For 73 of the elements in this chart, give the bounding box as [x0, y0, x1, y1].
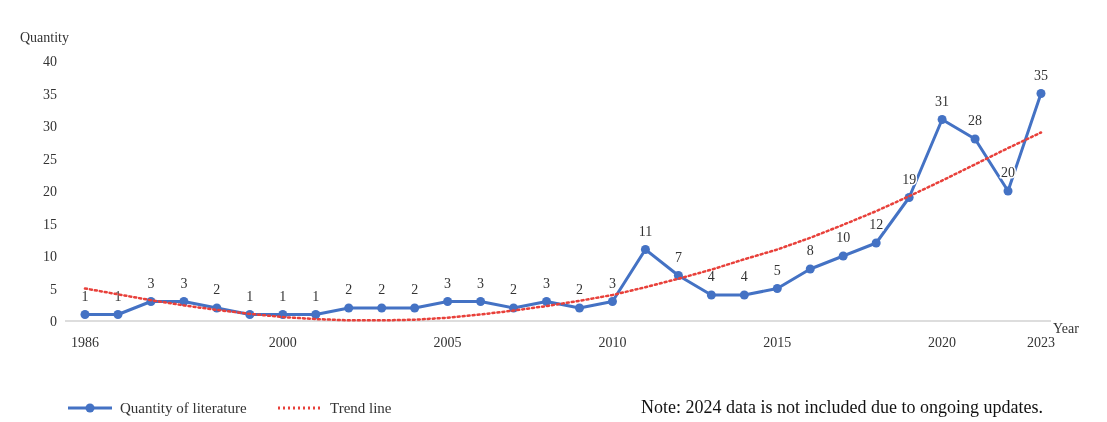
data-label: 5 — [773, 262, 781, 278]
point — [311, 310, 321, 319]
y-axis-title: Quantity — [20, 30, 69, 45]
data-label: 28 — [968, 113, 983, 128]
data-label: 3 — [477, 275, 485, 291]
y-tick-label: 25 — [43, 151, 57, 167]
data-label: 2 — [575, 282, 583, 297]
point — [476, 297, 486, 306]
point — [1003, 186, 1013, 196]
point — [574, 303, 584, 313]
data-label: 1 — [246, 288, 254, 304]
data-label: 2 — [411, 282, 419, 297]
x-tick-label: 2000 — [268, 335, 297, 350]
data-label: 7 — [674, 249, 682, 265]
point — [871, 238, 881, 248]
data-label: 2 — [213, 282, 221, 297]
y-tick-label: 15 — [43, 216, 57, 232]
x-tick-label: 1986 — [71, 335, 99, 350]
data-label: 2 — [510, 282, 518, 297]
data-label: 8 — [806, 243, 814, 258]
y-tick-label: 35 — [43, 86, 57, 102]
line-series — [83, 131, 1043, 322]
point — [344, 303, 354, 313]
data-label: 3 — [608, 275, 616, 291]
data-label: 19 — [902, 171, 917, 187]
data-label: 11 — [638, 223, 653, 239]
point — [113, 310, 123, 319]
point — [970, 134, 980, 144]
point — [640, 245, 650, 254]
data-label: 4 — [707, 269, 715, 284]
data-label: 2 — [345, 282, 353, 297]
data-label: 3 — [147, 275, 155, 291]
legend-label: Quantity of literature — [120, 400, 247, 416]
y-tick-label: 5 — [50, 281, 57, 297]
data-label: 4 — [740, 269, 748, 284]
data-label: 35 — [1034, 67, 1048, 83]
point — [1036, 89, 1046, 98]
point — [805, 264, 815, 274]
data-label: 1 — [81, 288, 89, 304]
point — [706, 290, 716, 300]
x-tick-label: 2005 — [433, 335, 462, 350]
data-label: 2 — [378, 282, 386, 297]
point — [772, 284, 782, 293]
point — [410, 303, 420, 313]
y-tick-label: 10 — [43, 249, 57, 264]
data-label: 3 — [180, 275, 188, 291]
point — [377, 303, 387, 313]
point — [937, 115, 947, 124]
x-tick-label: 2020 — [928, 335, 957, 350]
y-tick-label: 30 — [43, 119, 57, 134]
data-label: 12 — [869, 217, 884, 232]
x-tick-label: 2023 — [1027, 335, 1055, 350]
x-tick-label: 2010 — [598, 335, 627, 350]
x-tick-label: 2015 — [763, 335, 792, 350]
legend-label: Trend line — [330, 400, 392, 416]
x-axis-title: Year — [1053, 321, 1080, 336]
y-tick-label: 20 — [43, 184, 57, 199]
point — [443, 297, 453, 306]
data-label: 31 — [935, 93, 950, 109]
point — [607, 297, 617, 306]
point — [739, 290, 749, 300]
data-label: 1 — [114, 288, 122, 304]
y-tick-label: 0 — [50, 314, 57, 329]
data-label: 3 — [444, 275, 452, 291]
data-label: 1 — [279, 288, 287, 304]
point — [80, 310, 90, 319]
data-label: 10 — [836, 230, 851, 245]
text: Note: 2024 data is not included due to ongoing updates. — [641, 397, 1043, 417]
point — [838, 251, 848, 261]
data-label: 3 — [543, 275, 551, 291]
data-label: 1 — [312, 288, 320, 304]
point — [542, 297, 552, 306]
y-tick-label: 40 — [43, 54, 57, 69]
